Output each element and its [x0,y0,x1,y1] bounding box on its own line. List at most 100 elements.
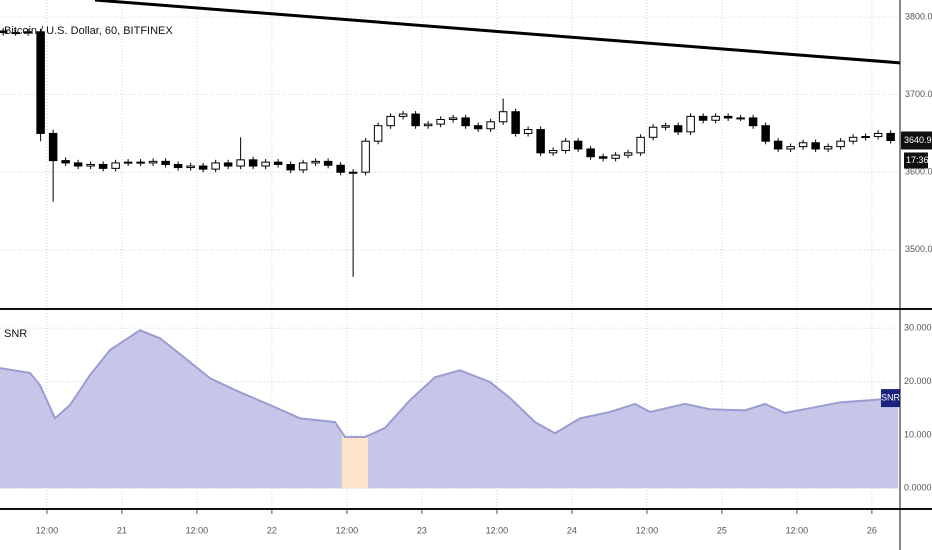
x-tick-label: 23 [417,525,427,535]
candle-body [648,126,658,138]
last-price-label: 3640.9 [904,135,932,145]
y-tick-label: 3500.0 [905,244,932,254]
candle-body [836,140,845,148]
snr-area [0,330,899,489]
candle-body [61,160,70,164]
x-tick-label: 12:00 [36,525,59,535]
x-tick-label: 12:00 [336,525,359,535]
x-tick-label: 12:00 [486,525,509,535]
trendline [94,0,900,65]
candle-body [98,163,108,169]
candle-body [336,164,345,173]
candle-body [561,140,570,152]
y-tick-label: 3700.0 [905,89,932,99]
candle-body [348,171,358,174]
candle-body [786,146,795,150]
candle-body [398,113,408,117]
candle-body [411,113,420,127]
x-tick-label: 12:00 [186,525,209,535]
x-tick-label: 12:00 [786,525,809,535]
candle-body [886,132,895,142]
candle-body [486,121,495,130]
candle-body [548,150,558,154]
candle-body [11,32,20,35]
y-tick-label: 30.0000 [904,323,932,333]
snr-badge [881,389,900,408]
candle-body [498,111,508,123]
y-tick-label: 10.0000 [904,429,932,439]
candle-body [673,125,683,133]
candle-body [536,129,545,154]
candle-body [198,165,208,170]
candle-body [248,159,258,167]
candle-body [136,161,145,164]
candle-body [86,163,95,167]
candle-body [161,160,170,165]
candle-body [798,142,808,148]
snr-line [0,329,899,439]
candle-body [386,115,395,127]
candle-body [286,163,295,171]
candle-body [211,162,220,170]
candle-body [573,140,583,150]
candle-body [773,140,783,150]
candle-body [261,161,270,167]
candle-body [311,160,320,164]
candle-body [848,136,858,142]
candle-body [236,159,245,167]
candle-body [598,156,608,159]
x-tick-label: 12:00 [636,525,659,535]
y-tick-label: 3800.0 [905,11,932,21]
candle-body [811,142,820,150]
candle-body [611,154,620,159]
countdown-badge [904,152,928,169]
last-price-badge [901,131,932,150]
candle-body [748,117,758,127]
candle-body [861,136,870,139]
candle-body [186,165,195,169]
x-tick-label: 24 [567,525,577,535]
candle-body [686,115,695,133]
candle-body [73,162,83,167]
candle-body [711,115,720,121]
candle-body [148,160,158,164]
candle-body [0,30,8,34]
low-snr-highlight [341,432,369,489]
x-tick-label: 21 [117,525,127,535]
candle-body [723,115,733,119]
candle-body [698,115,708,121]
x-tick-label: 22 [267,525,277,535]
candle-body [761,125,770,142]
candle-body [23,31,33,34]
axes: 12:00 21 12:00 22 12:00 23 12:00 24 12:00 25 12:00… [36,11,932,535]
candle-body [423,123,433,127]
y-tick-label: 0.0000 [904,483,932,493]
candle-body [373,125,383,142]
y-tick-label: 3600.0 [905,167,932,177]
candle-body [873,132,883,138]
candle-body [636,136,645,154]
y-tick-label: 20.0000 [904,376,932,386]
candle-body [623,152,633,156]
candle-body [586,148,595,158]
candle-body [173,163,183,169]
x-tick-label: 26 [867,525,877,535]
candle-body [111,162,120,169]
candle-body [273,161,283,165]
candle-body [736,117,745,120]
candle-body [323,160,333,166]
indicator-title: SNR [4,328,27,340]
symbol-title: Bitcoin / U.S. Dollar, 60, BITFINEX [4,25,173,37]
countdown-label: 17:36 [906,155,929,165]
candle-body [523,129,533,134]
candle-body [123,161,133,164]
candle-body [361,140,370,173]
candle-body [436,118,445,125]
candle-body [661,125,670,128]
price-pane [0,0,900,308]
candle-body [298,162,308,171]
x-tick-label: 25 [717,525,727,535]
candle-body [48,132,58,162]
candle-body [36,31,45,134]
